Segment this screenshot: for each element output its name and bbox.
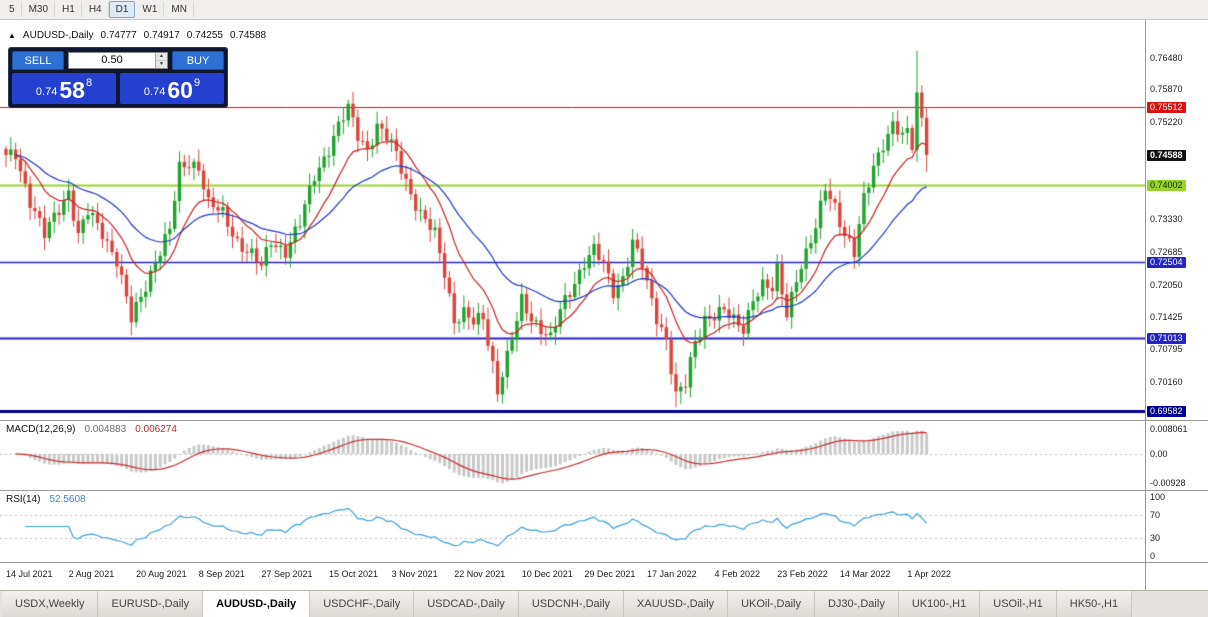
price-axis-label-0.74002: 0.74002 — [1147, 179, 1186, 191]
volume-step-up-icon[interactable]: ▲ — [156, 53, 167, 61]
timeframe-button-h1[interactable]: H1 — [55, 1, 82, 18]
price-axis-label-0.70160: 0.70160 — [1150, 376, 1183, 387]
tab-usdx-weekly[interactable]: USDX,Weekly — [2, 591, 99, 617]
timeframe-button-m30[interactable]: M30 — [22, 1, 56, 18]
price-axis[interactable]: 0.76480 0.75870 0.75512 0.75220 0.74588 0.740… — [1145, 20, 1208, 590]
price-chart-canvas[interactable] — [0, 20, 1145, 590]
timeframe-button-d1[interactable]: D1 — [108, 1, 136, 18]
volume-input[interactable]: 0.50 ▲ ▼ — [68, 52, 168, 69]
ohlc-high-value: 0.74917 — [143, 30, 180, 41]
ohlc-open-value: 0.74777 — [100, 30, 137, 41]
price-axis-label-0.75870: 0.75870 — [1150, 84, 1183, 95]
panel-separator-rsi[interactable] — [0, 490, 1208, 491]
tab-usdcad-daily[interactable]: USDCAD-,Daily — [414, 591, 519, 617]
price-axis-label-0.69582: 0.69582 — [1147, 406, 1186, 418]
macd-signal-value: 0.006274 — [135, 424, 177, 435]
symbol-tab-bar: USDX,Weekly EURUSD-,Daily AUDUSD-,Daily USD… — [0, 590, 1208, 617]
macd-axis-label--0.00928: -0.00928 — [1150, 478, 1186, 489]
price-axis-label-0.70795: 0.70795 — [1150, 344, 1183, 355]
price-axis-label-0.75220: 0.75220 — [1150, 117, 1183, 128]
price-axis-label-0.75512: 0.75512 — [1147, 102, 1186, 114]
volume-stepper[interactable]: ▲ ▼ — [155, 53, 167, 68]
macd-header: MACD(12,26,9) 0.004883 0.006274 — [6, 424, 177, 435]
one-click-trading-panel: SELL 0.50 ▲ ▼ BUY 0.74 58 8 0.74 — [8, 47, 228, 108]
tab-uk100-h1[interactable]: UK100-,H1 — [898, 591, 981, 617]
price-axis-label-0.74588: 0.74588 — [1147, 149, 1186, 161]
volume-step-down-icon[interactable]: ▼ — [156, 61, 167, 68]
symbol-marker-icon: ▲ — [8, 31, 16, 40]
ohlc-header: ▲ AUDUSD-,Daily 0.74777 0.74917 0.74255 … — [8, 30, 266, 41]
tab-eurusd-daily[interactable]: EURUSD-,Daily — [98, 591, 204, 617]
rsi-value: 52.5608 — [49, 494, 86, 505]
rsi-label: RSI(14) — [6, 494, 41, 505]
tab-xauusd-daily[interactable]: XAUUSD-,Daily — [624, 591, 729, 617]
price-axis-label-0.71425: 0.71425 — [1150, 311, 1183, 322]
rsi-axis-label-30: 30 — [1150, 533, 1161, 544]
buy-price-display[interactable]: 0.74 60 9 — [120, 73, 224, 104]
tab-usdchf-daily[interactable]: USDCHF-,Daily — [310, 591, 415, 617]
price-axis-label-0.72050: 0.72050 — [1150, 279, 1183, 290]
sell-price-prefix: 0.74 — [35, 86, 58, 98]
buy-button[interactable]: BUY — [172, 51, 224, 70]
rsi-axis-label-70: 70 — [1150, 509, 1161, 520]
tab-hk50-h1[interactable]: HK50-,H1 — [1056, 591, 1133, 617]
price-axis-label-0.71013: 0.71013 — [1147, 332, 1186, 344]
sell-price-pip: 8 — [85, 77, 93, 89]
timeframe-bar: 5 M30 H1 H4 D1 W1 MN — [0, 0, 1208, 20]
tab-audusd-daily[interactable]: AUDUSD-,Daily — [203, 591, 311, 617]
tab-usdcnh-daily[interactable]: USDCNH-,Daily — [518, 591, 625, 617]
macd-main-value: 0.004883 — [84, 424, 127, 435]
buy-price-prefix: 0.74 — [143, 86, 166, 98]
price-axis-label-0.73330: 0.73330 — [1150, 214, 1183, 225]
macd-label: MACD(12,26,9) — [6, 424, 76, 435]
panel-separator-macd[interactable] — [0, 420, 1208, 421]
ohlc-close-value: 0.74588 — [229, 30, 267, 41]
rsi-axis-label-100: 100 — [1150, 491, 1166, 502]
chart-region: 14 Jul 2021 2 Aug 2021 20 Aug 2021 8 Sep 20… — [0, 20, 1208, 590]
buy-price-pip: 9 — [193, 77, 201, 89]
macd-axis-label-0.008061: 0.008061 — [1150, 423, 1188, 434]
volume-value[interactable]: 0.50 — [101, 54, 123, 66]
sell-price-display[interactable]: 0.74 58 8 — [12, 73, 116, 104]
rsi-axis-label-0: 0 — [1150, 551, 1156, 562]
timeframe-button-w1[interactable]: W1 — [135, 1, 165, 18]
price-axis-label-0.76480: 0.76480 — [1150, 52, 1183, 63]
tab-usoil-h1[interactable]: USOil-,H1 — [980, 591, 1057, 617]
timeframe-button-5[interactable]: 5 — [2, 1, 22, 18]
price-axis-label-0.72685: 0.72685 — [1150, 247, 1183, 258]
sell-button[interactable]: SELL — [12, 51, 64, 70]
timeframe-button-mn[interactable]: MN — [164, 1, 194, 18]
rsi-header: RSI(14) 52.5608 — [6, 494, 86, 505]
price-axis-label-0.72504: 0.72504 — [1147, 256, 1186, 268]
timeframe-button-h4[interactable]: H4 — [82, 1, 109, 18]
tab-dj30-daily[interactable]: DJ30-,Daily — [814, 591, 899, 617]
panel-separator-dates — [0, 562, 1208, 563]
tab-ukoil-daily[interactable]: UKOil-,Daily — [728, 591, 815, 617]
macd-axis-label-0.00: 0.00 — [1150, 448, 1168, 459]
sell-price-main: 58 — [59, 77, 85, 103]
ohlc-low-value: 0.74255 — [186, 30, 223, 41]
buy-price-main: 60 — [167, 77, 193, 103]
chart-symbol-title: AUDUSD-,Daily — [22, 30, 94, 41]
